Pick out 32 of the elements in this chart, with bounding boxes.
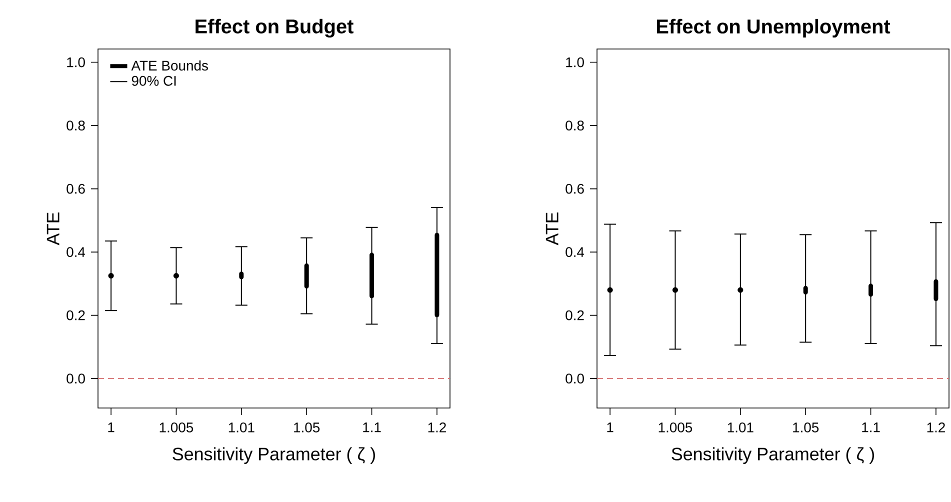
y-tick-label: 0.2 xyxy=(566,310,584,320)
y-tick-label: 0.6 xyxy=(66,184,85,194)
y-tick-label: 0.0 xyxy=(66,374,85,384)
y-tick-label: 1.0 xyxy=(67,57,85,68)
y-axis-title: ATE xyxy=(546,212,558,246)
annotation: 90% CI xyxy=(132,76,176,86)
x-tick-label: 1.2 xyxy=(428,422,446,432)
x-tick-label: 1.05 xyxy=(793,422,819,432)
x-tick-label: 1.005 xyxy=(658,422,692,432)
y-tick-label: 0.4 xyxy=(66,247,86,258)
y-axis-title: ATE xyxy=(46,212,60,246)
x-tick-label: 1.01 xyxy=(728,422,754,432)
x-tick-label: 1 xyxy=(108,422,114,432)
x-tick-label: 1.1 xyxy=(363,422,381,432)
y-tick-label: 0.2 xyxy=(66,310,85,320)
x-tick-label: 1.01 xyxy=(228,422,254,432)
y-tick-label: 0.4 xyxy=(566,247,584,258)
x-tick-label: 1.05 xyxy=(294,422,320,432)
y-tick-label: 1.0 xyxy=(566,57,584,68)
x-tick-label: 1.1 xyxy=(862,422,880,432)
legend-label: ATE Bounds xyxy=(131,60,208,71)
chart-title: Effect on Unemployment xyxy=(656,18,890,38)
y-tick-label: 0.6 xyxy=(566,184,584,194)
x-tick-label: 1.005 xyxy=(160,422,194,432)
y-tick-label: 0.0 xyxy=(566,374,584,384)
x-tick-label: 1.2 xyxy=(927,422,945,432)
chart-title: Effect on Budget xyxy=(196,18,354,38)
x-axis-title: Sensitivity Parameter ( ζ ) xyxy=(672,447,874,464)
y-tick-label: 0.8 xyxy=(566,120,584,130)
x-tick-label: 1 xyxy=(607,422,614,432)
y-tick-label: 0.8 xyxy=(66,120,85,130)
x-axis-title: Sensitivity Parameter ( ζ ) xyxy=(172,447,375,464)
